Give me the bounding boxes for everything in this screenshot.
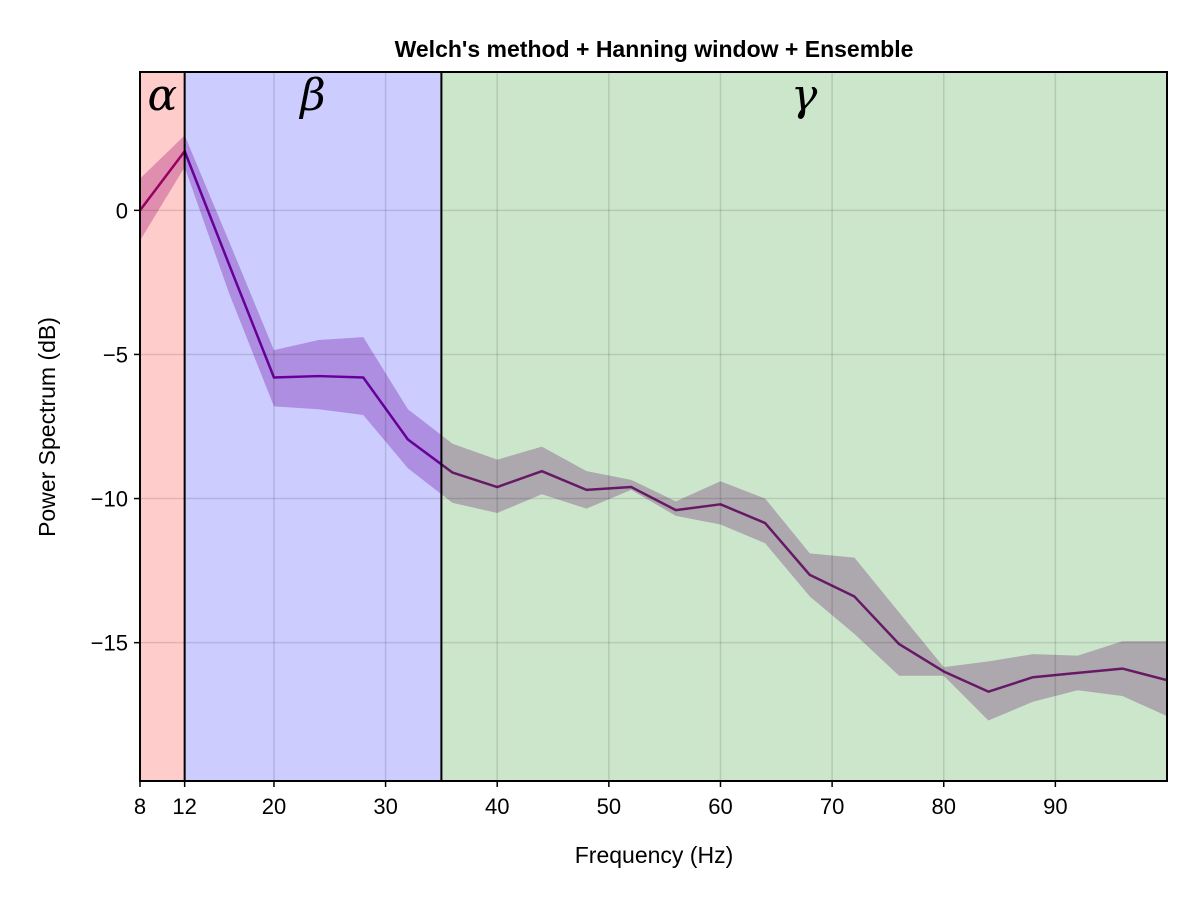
x-tick-label: 20 xyxy=(262,794,286,819)
x-tick-label: 60 xyxy=(708,794,732,819)
x-tick-label: 8 xyxy=(134,794,146,819)
y-axis-label: Power Spectrum (dB) xyxy=(34,317,60,537)
x-tick-label: 80 xyxy=(931,794,955,819)
band-label-alpha: α xyxy=(147,70,177,121)
x-tick-label: 70 xyxy=(820,794,844,819)
chart-title: Welch's method + Hanning window + Ensemb… xyxy=(395,36,914,62)
series-line-mean xyxy=(140,150,1167,693)
x-tick-label: 90 xyxy=(1043,794,1067,819)
plot-frame xyxy=(139,71,1168,782)
band-region-beta xyxy=(184,72,442,781)
x-tick-label: 40 xyxy=(485,794,509,819)
band-region-alpha xyxy=(140,72,185,781)
band-region-gamma xyxy=(441,72,1167,781)
x-tick-label: 12 xyxy=(172,794,196,819)
y-tick-label: −10 xyxy=(91,487,128,512)
x-tick-label: 30 xyxy=(373,794,397,819)
y-tick-label: −15 xyxy=(91,631,128,656)
band-label-gamma: γ xyxy=(791,70,818,121)
band-label-beta: β xyxy=(298,70,325,121)
x-axis-label: Frequency (Hz) xyxy=(575,842,733,868)
y-tick-label: −5 xyxy=(103,342,128,367)
x-tick-label: 50 xyxy=(597,794,621,819)
confidence-band xyxy=(140,135,1167,721)
y-tick-label: 0 xyxy=(116,198,128,223)
